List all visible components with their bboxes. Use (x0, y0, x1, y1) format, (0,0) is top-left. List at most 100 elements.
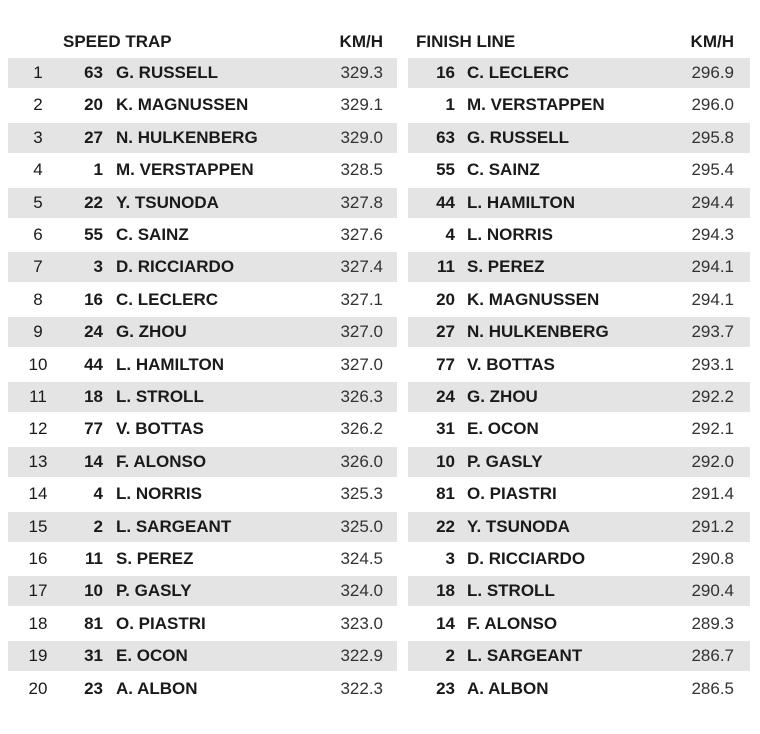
car-number: 23 (84, 678, 103, 698)
speed: 327.8 (340, 192, 383, 212)
driver: C. LECLERC (116, 289, 218, 309)
driver: M. VERSTAPPEN (467, 95, 605, 115)
header-unit: KM/H (690, 32, 734, 51)
speed: 296.0 (691, 95, 734, 115)
car-number: 55 (84, 225, 103, 244)
driver: L. NORRIS (467, 225, 553, 244)
position: 2 (33, 95, 43, 115)
car-number: 10 (436, 451, 455, 471)
driver: L. NORRIS (116, 484, 202, 504)
row-shade (8, 446, 397, 477)
driver: G. ZHOU (116, 322, 187, 342)
driver: P. GASLY (467, 451, 543, 471)
speed: 293.7 (691, 322, 734, 342)
driver: A. ALBON (116, 678, 198, 698)
row-shade (408, 122, 750, 153)
header-title: FINISH LINE (416, 32, 516, 51)
speed: 294.1 (691, 257, 734, 277)
position: 14 (28, 484, 48, 504)
row-shade (408, 576, 750, 607)
position: 9 (33, 322, 43, 342)
car-number: 81 (436, 484, 455, 504)
car-number: 23 (436, 678, 455, 698)
speed: 324.0 (340, 581, 383, 601)
driver: G. RUSSELL (467, 127, 570, 147)
car-number: 18 (84, 387, 103, 406)
speed: 328.5 (340, 160, 383, 180)
header-title: SPEED TRAP (63, 32, 172, 51)
car-number: 3 (445, 549, 455, 568)
driver: C. LECLERC (467, 63, 569, 82)
speed: 290.8 (691, 549, 734, 568)
car-number: 16 (436, 63, 455, 82)
car-number: 77 (84, 419, 103, 439)
position: 12 (28, 419, 48, 439)
driver: M. VERSTAPPEN (116, 160, 254, 180)
speed: 329.3 (340, 63, 383, 82)
speed: 326.0 (340, 451, 383, 471)
driver: D. RICCIARDO (116, 257, 235, 277)
car-number: 63 (436, 127, 455, 147)
position: 16 (28, 549, 48, 568)
car-number: 24 (84, 322, 103, 342)
position: 8 (33, 289, 43, 309)
speed: 326.2 (340, 419, 383, 439)
car-number: 4 (93, 484, 103, 504)
row-shade (8, 576, 397, 607)
car-number: 63 (84, 63, 103, 82)
speed: 292.1 (691, 419, 734, 439)
position: 7 (33, 257, 43, 277)
position: 6 (33, 225, 43, 244)
driver: O. PIASTRI (467, 484, 557, 504)
row-shade (8, 641, 397, 672)
driver: F. ALONSO (116, 451, 207, 471)
speed: 296.9 (691, 63, 734, 82)
car-number: 1 (93, 160, 103, 180)
speed: 294.1 (691, 289, 734, 309)
speed: 326.3 (340, 387, 383, 406)
driver: L. HAMILTON (116, 354, 224, 374)
car-number: 4 (445, 225, 455, 244)
car-number: 16 (84, 289, 103, 309)
car-number: 55 (436, 160, 455, 180)
speed: 289.3 (691, 613, 734, 633)
row-shade (408, 252, 750, 283)
row-shade (8, 58, 397, 88)
car-number: 22 (436, 516, 455, 536)
car-number: 22 (84, 192, 103, 212)
car-number: 31 (436, 419, 455, 439)
speed: 294.4 (691, 192, 734, 212)
speed: 329.0 (340, 127, 383, 147)
row-shade (8, 252, 397, 283)
driver: L. SARGEANT (467, 646, 583, 666)
driver: G. RUSSELL (116, 63, 219, 82)
row-shade (8, 382, 397, 412)
driver: D. RICCIARDO (467, 549, 586, 568)
driver: E. OCON (116, 646, 188, 666)
row-shade (408, 317, 750, 348)
speed: 323.0 (340, 613, 383, 633)
car-number: 20 (84, 95, 103, 115)
position: 5 (33, 192, 43, 212)
position: 17 (28, 581, 48, 601)
driver: A. ALBON (467, 678, 549, 698)
car-number: 10 (84, 581, 103, 601)
car-number: 27 (84, 127, 103, 147)
driver: L. SARGEANT (116, 516, 232, 536)
position: 19 (28, 646, 48, 666)
row-shade (408, 382, 750, 412)
driver: V. BOTTAS (116, 419, 204, 439)
driver: C. SAINZ (116, 225, 189, 244)
driver: P. GASLY (116, 581, 192, 601)
position: 10 (28, 354, 48, 374)
position: 13 (28, 451, 48, 471)
position: 20 (28, 678, 48, 698)
speed: 322.9 (340, 646, 383, 666)
car-number: 24 (436, 387, 455, 406)
driver: C. SAINZ (467, 160, 540, 180)
driver: K. MAGNUSSEN (467, 289, 600, 309)
speed: 295.8 (691, 127, 734, 147)
position: 15 (28, 516, 48, 536)
speed: 327.4 (340, 257, 383, 277)
